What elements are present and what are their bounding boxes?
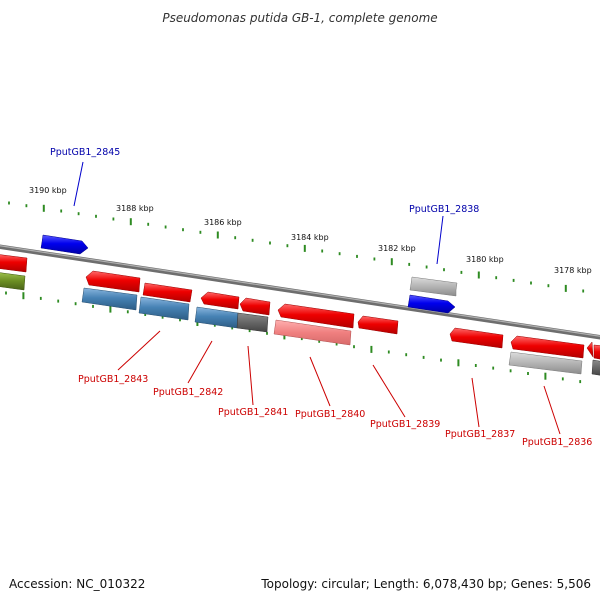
gene-red-arrow[interactable] xyxy=(593,344,600,360)
gene-label[interactable]: PputGB1_2845 xyxy=(50,147,120,158)
gene-red-arrow[interactable] xyxy=(586,341,594,358)
scale-ticks-upper xyxy=(8,201,585,293)
gene-2840-arrow[interactable] xyxy=(277,303,355,329)
genome-backbone xyxy=(0,244,600,340)
accession-text: Accession: NC_010322 xyxy=(9,577,146,591)
gene-label[interactable]: PputGB1_2837 xyxy=(445,429,515,440)
map-title: Pseudomonas putida GB-1, complete genome xyxy=(162,11,437,25)
gene-pink-block[interactable] xyxy=(273,319,352,346)
gene-2836-block[interactable] xyxy=(508,351,583,375)
gene-label[interactable]: PputGB1_2842 xyxy=(153,387,223,398)
label-leader-lines xyxy=(73,161,561,435)
gene-red-arrow[interactable] xyxy=(510,335,585,359)
gene-red-arrow[interactable] xyxy=(357,315,399,335)
gene-2842-block[interactable] xyxy=(138,296,190,321)
gene-label[interactable]: PputGB1_2839 xyxy=(370,419,440,430)
gene-2843-block[interactable] xyxy=(81,287,138,311)
scale-label: 3184 kbp xyxy=(291,233,329,242)
gene-label[interactable]: PputGB1_2843 xyxy=(78,374,148,385)
gene-label[interactable]: PputGB1_2836 xyxy=(522,437,592,448)
gene-label[interactable]: PputGB1_2840 xyxy=(295,409,365,420)
scale-label: 3188 kbp xyxy=(116,204,154,213)
gene-red-arrow[interactable] xyxy=(85,270,141,293)
gene-dark-block[interactable] xyxy=(236,312,269,333)
gene-red-arrow[interactable] xyxy=(449,327,504,349)
topology-text: Topology: circular; Length: 6,078,430 bp… xyxy=(261,577,591,591)
gene-label[interactable]: PputGB1_2838 xyxy=(409,204,479,215)
gene-features xyxy=(0,234,600,376)
scale-label: 3186 kbp xyxy=(204,218,242,227)
scale-labels: 3190 kbp 3188 kbp 3186 kbp 3184 kbp 3182… xyxy=(29,186,592,275)
scale-label: 3180 kbp xyxy=(466,255,504,264)
scale-label: 3190 kbp xyxy=(29,186,67,195)
gene-red-arrow[interactable] xyxy=(200,291,240,310)
gene-red-arrow[interactable] xyxy=(142,282,193,303)
gene-label[interactable]: PputGB1_2841 xyxy=(218,407,288,418)
gene-2841-block[interactable] xyxy=(194,306,239,329)
gene-2838-blue-arrow[interactable] xyxy=(407,294,456,314)
gene-2845-arrow[interactable] xyxy=(40,234,89,255)
gene-labels: PputGB1_2845 PputGB1_2838 PputGB1_2843 P… xyxy=(50,147,592,448)
scale-ticks-lower xyxy=(5,291,582,384)
scale-label: 3182 kbp xyxy=(378,244,416,253)
gene-2838-arrow[interactable] xyxy=(409,276,458,297)
gene-red-arrow[interactable] xyxy=(239,297,271,316)
gene-dark-block[interactable] xyxy=(591,359,600,376)
gene-olive-block[interactable] xyxy=(0,272,26,291)
gene-left-red-arrow[interactable] xyxy=(0,254,28,273)
scale-label: 3178 kbp xyxy=(554,266,592,275)
